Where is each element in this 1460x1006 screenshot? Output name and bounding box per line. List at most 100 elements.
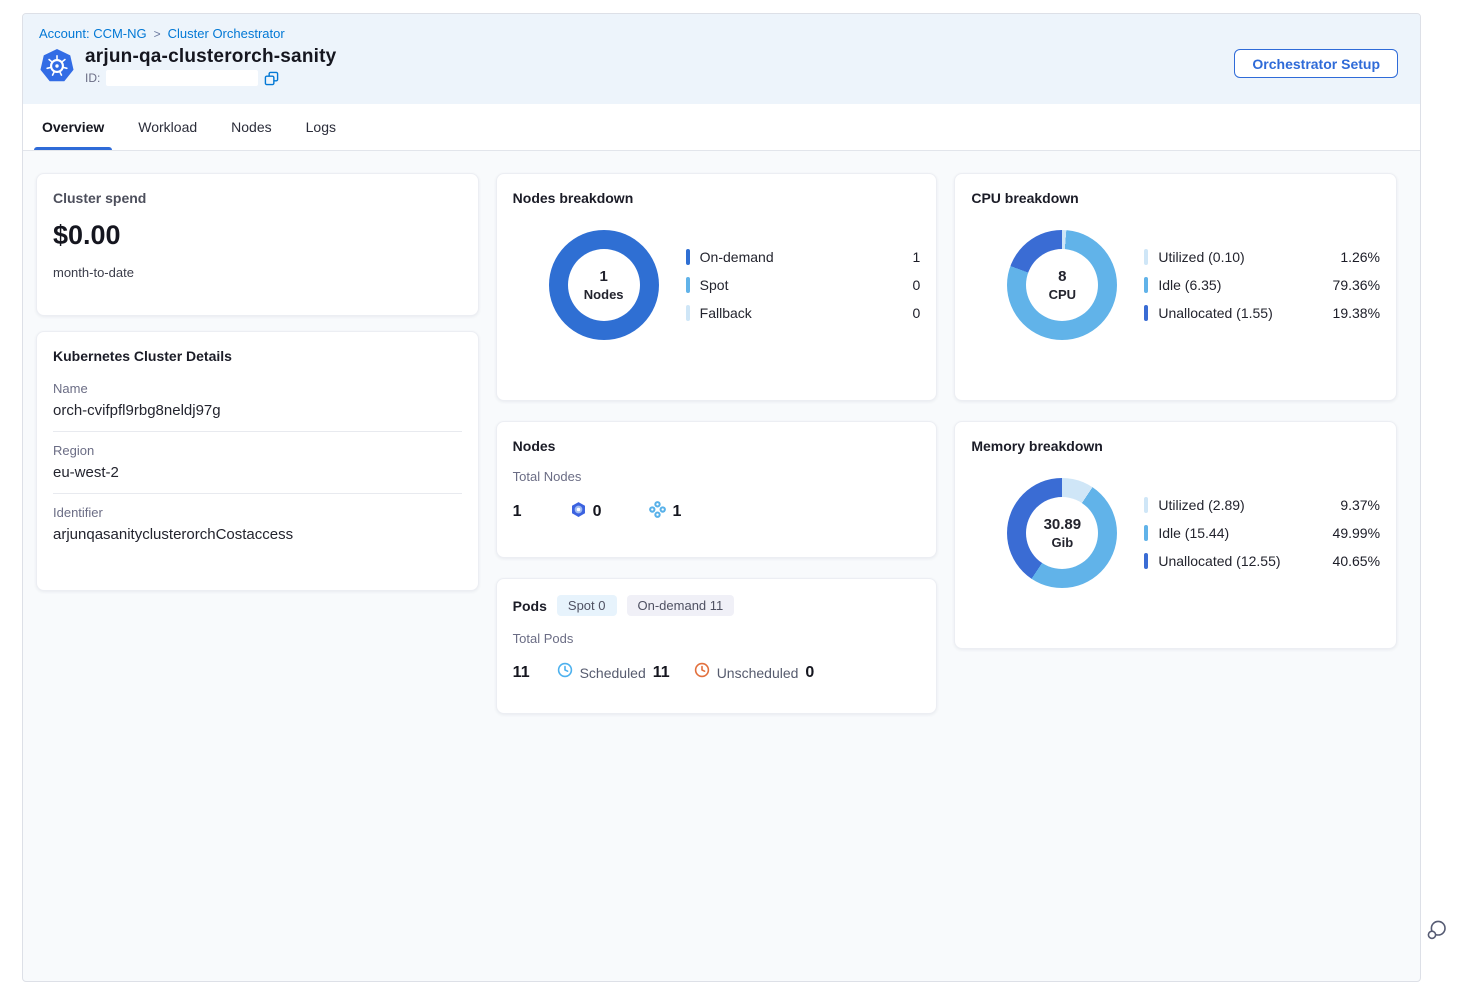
breadcrumb-separator: > (153, 26, 161, 41)
cpu-donut: 8 CPU (1007, 230, 1118, 340)
legend-item-idle: Idle (6.35) 79.36% (1144, 277, 1380, 293)
copy-icon[interactable] (264, 71, 279, 86)
pods-card: Pods Spot 0 On-demand 11 Total Pods 11 (495, 578, 938, 714)
nodes-donut-value: 1 (599, 268, 608, 285)
tab-overview[interactable]: Overview (33, 104, 113, 150)
breadcrumb-cluster-orchestrator-link[interactable]: Cluster Orchestrator (167, 26, 285, 41)
spot-nodes-count: 0 (570, 501, 602, 523)
detail-value: eu-west-2 (53, 464, 119, 481)
cpu-breakdown-card: CPU breakdown 8 CPU Utilized (0.10) 1.26… (954, 173, 1398, 401)
legend-label: Idle (6.35) (1158, 277, 1222, 293)
legend-color-bar (1144, 249, 1149, 265)
total-pods-value: 11 (512, 663, 530, 681)
spot-instance-icon (570, 501, 587, 523)
detail-field-identifier: Identifier arjunqasanityclusterorchCosta… (53, 494, 462, 555)
cpu-donut-center: 8 CPU (1026, 249, 1099, 321)
cluster-id-value (106, 70, 259, 86)
tab-nodes[interactable]: Nodes (231, 119, 272, 135)
nodes-breakdown-chart: 1 Nodes On-demand 1 Spot 0 (513, 230, 921, 340)
legend-item-unallocated: Unallocated (12.55) 40.65% (1144, 553, 1380, 569)
detail-field-name: Name orch-cvifpfl9rbg8neldj97g (53, 370, 462, 432)
legend-value: 79.36% (1332, 277, 1381, 293)
cluster-id-label: ID: (85, 71, 101, 85)
legend-label: Spot (699, 277, 729, 293)
on-demand-nodes-count: 1 (649, 501, 681, 523)
memory-donut-center: 30.89 Gib (1026, 497, 1099, 569)
memory-donut-unit: Gib (1051, 535, 1074, 550)
nodes-breakdown-card: Nodes breakdown 1 Nodes On-demand 1 (495, 173, 938, 401)
detail-label: Region (53, 443, 95, 458)
tab-bar: Overview Workload Nodes Logs (23, 104, 1420, 151)
kubernetes-icon (39, 48, 75, 84)
legend-color-bar (685, 249, 690, 265)
legend-color-bar (685, 277, 690, 293)
memory-breakdown-card: Memory breakdown 30.89 Gib Utilized (2.8… (954, 421, 1398, 649)
scheduled-clock-icon (557, 662, 573, 683)
nodes-donut: 1 Nodes (548, 230, 659, 340)
cpu-breakdown-chart: 8 CPU Utilized (0.10) 1.26% Idle (6.35) (971, 230, 1380, 340)
nodes-breakdown-title: Nodes breakdown (512, 190, 634, 206)
legend-value: 1.26% (1340, 249, 1381, 265)
left-column: Cluster spend $0.00 month-to-date Kubern… (36, 173, 479, 714)
orchestrator-setup-button[interactable]: Orchestrator Setup (1234, 49, 1398, 78)
tab-logs[interactable]: Logs (305, 119, 336, 135)
pods-title-row: Pods Spot 0 On-demand 11 (513, 595, 921, 616)
chat-icon[interactable] (1426, 919, 1448, 946)
cluster-spend-period: month-to-date (53, 265, 134, 280)
breadcrumb-account-link[interactable]: Account: CCM-NG (39, 26, 147, 41)
legend-color-bar (1144, 497, 1149, 513)
legend-color-bar (685, 305, 690, 321)
legend-color-bar (1144, 525, 1149, 541)
detail-value: arjunqasanityclusterorchCostaccess (53, 526, 294, 543)
cluster-id-row: ID: (85, 70, 336, 86)
spot-nodes-value: 0 (592, 503, 602, 520)
memory-breakdown-legend: Utilized (2.89) 9.37% Idle (15.44) 49.99… (1144, 497, 1380, 569)
legend-label: Idle (15.44) (1158, 525, 1230, 541)
scheduled-value: 11 (652, 663, 670, 681)
tab-workload[interactable]: Workload (138, 119, 198, 135)
cluster-spend-amount: $0.00 (53, 220, 121, 250)
detail-label: Identifier (53, 505, 103, 520)
cluster-spend-card: Cluster spend $0.00 month-to-date (36, 173, 479, 316)
legend-color-bar (1144, 305, 1149, 321)
legend-value: 49.99% (1332, 525, 1381, 541)
scheduled-label: Scheduled (579, 664, 646, 681)
total-nodes-value: 1 (512, 503, 522, 520)
middle-column: Nodes breakdown 1 Nodes On-demand 1 (495, 173, 938, 714)
legend-value: 0 (912, 277, 921, 293)
cpu-donut-unit: CPU (1048, 287, 1077, 302)
pods-title: Pods (512, 597, 547, 614)
legend-item-spot: Spot 0 (685, 277, 921, 293)
memory-breakdown-title: Memory breakdown (971, 438, 1103, 454)
unscheduled-clock-icon (694, 662, 710, 683)
page-title: arjun-qa-clusterorch-sanity (85, 46, 337, 67)
total-pods-label: Total Pods (512, 631, 574, 646)
detail-value: orch-cvifpfl9rbg8neldj97g (53, 402, 221, 419)
on-demand-instance-icon (649, 501, 667, 523)
unscheduled-pods-group: Unscheduled 0 (694, 662, 815, 683)
nodes-counts-row: 1 0 (513, 501, 921, 523)
legend-color-bar (1144, 277, 1149, 293)
title-row: arjun-qa-clusterorch-sanity ID: (39, 46, 1396, 86)
unscheduled-value: 0 (805, 663, 815, 681)
legend-label: Fallback (699, 305, 752, 321)
detail-field-region: Region eu-west-2 (53, 432, 462, 494)
legend-value: 19.38% (1332, 305, 1381, 321)
cpu-donut-value: 8 (1058, 268, 1067, 285)
legend-color-bar (1144, 553, 1149, 569)
legend-label: Unallocated (1.55) (1158, 305, 1273, 321)
header: Account: CCM-NG > Cluster Orchestrator (23, 14, 1420, 104)
memory-breakdown-chart: 30.89 Gib Utilized (2.89) 9.37% Idle (15 (971, 478, 1380, 588)
title-block: arjun-qa-clusterorch-sanity ID: (85, 46, 336, 86)
legend-value: 9.37% (1340, 497, 1381, 513)
cpu-breakdown-legend: Utilized (0.10) 1.26% Idle (6.35) 79.36%… (1144, 249, 1380, 321)
memory-donut-value: 30.89 (1043, 516, 1082, 533)
detail-label: Name (53, 381, 88, 396)
legend-item-utilized: Utilized (2.89) 9.37% (1144, 497, 1380, 513)
legend-value: 40.65% (1332, 553, 1381, 569)
legend-label: On-demand (699, 249, 774, 265)
spot-pods-chip: Spot 0 (556, 595, 617, 616)
pods-counts-row: 11 Scheduled 11 (513, 662, 921, 683)
cluster-details-title: Kubernetes Cluster Details (53, 348, 232, 364)
cluster-spend-title: Cluster spend (53, 190, 147, 206)
